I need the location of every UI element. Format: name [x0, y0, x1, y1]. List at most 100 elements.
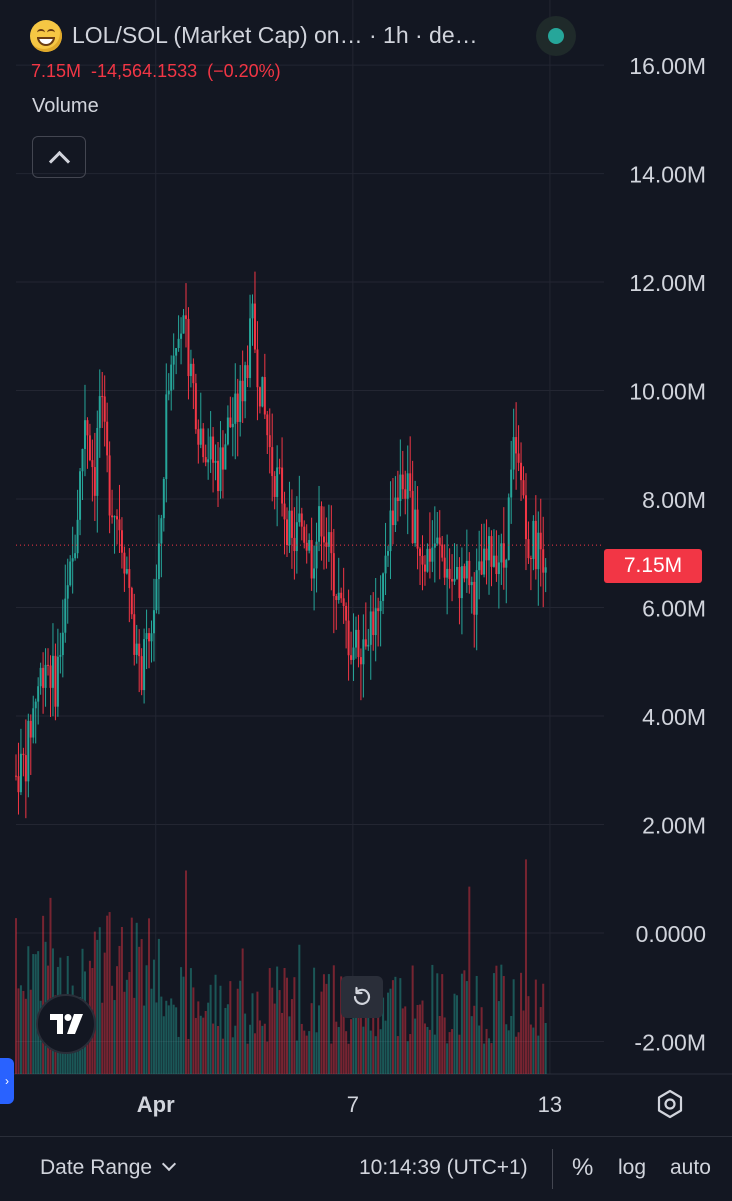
- volume-bar: [239, 980, 242, 1074]
- volume-bar: [367, 997, 370, 1074]
- settings-hexagon-icon[interactable]: [654, 1088, 686, 1120]
- candle-body: [352, 647, 355, 660]
- volume-bar: [148, 918, 151, 1074]
- chevron-down-icon: [162, 1156, 177, 1172]
- volume-bar: [266, 1041, 269, 1074]
- candle-body: [354, 629, 357, 648]
- candle-body: [66, 585, 69, 599]
- volume-bar: [379, 1029, 382, 1074]
- volume-bar: [251, 993, 254, 1074]
- volume-bar: [451, 1029, 454, 1074]
- volume-bar: [318, 1005, 321, 1074]
- volume-bar: [258, 1020, 261, 1074]
- expand-sidebar-tab[interactable]: ›: [0, 1058, 14, 1104]
- volume-bar: [293, 977, 296, 1074]
- volume-indicator-label[interactable]: Volume: [32, 95, 99, 117]
- auto-scale-toggle[interactable]: auto: [670, 1156, 711, 1179]
- volume-bar: [116, 966, 119, 1074]
- volume-bar: [347, 1043, 350, 1074]
- candle-body: [170, 364, 173, 391]
- volume-bar: [337, 1027, 340, 1074]
- volume-bar: [490, 1043, 493, 1074]
- volume-bar: [140, 939, 143, 1074]
- candle-body: [335, 596, 338, 601]
- candle-body: [534, 520, 537, 570]
- volume-bar: [298, 944, 301, 1074]
- volume-bar: [436, 973, 439, 1074]
- date-range-button[interactable]: Date Range: [40, 1156, 177, 1180]
- candle-body: [22, 753, 25, 756]
- candle-body: [544, 567, 547, 573]
- market-status-indicator[interactable]: [536, 16, 576, 56]
- candle-body: [529, 558, 532, 560]
- volume-bar: [438, 1016, 441, 1074]
- candle-body: [283, 503, 286, 520]
- log-scale-toggle[interactable]: log: [618, 1156, 647, 1179]
- volume-bar: [24, 998, 27, 1074]
- candle-body: [29, 720, 32, 738]
- volume-bar: [377, 993, 380, 1074]
- volume-bar: [32, 954, 35, 1074]
- candle-body: [278, 467, 281, 469]
- candle-body: [495, 555, 498, 575]
- candle-body: [15, 775, 17, 777]
- volume-bar: [263, 1023, 266, 1074]
- reset-chart-button[interactable]: [341, 976, 383, 1018]
- candle-body: [93, 467, 96, 496]
- candle-body: [527, 539, 530, 559]
- volume-bar: [500, 964, 503, 1074]
- candle-body: [406, 473, 409, 499]
- candle-body: [510, 469, 513, 498]
- volume-bar: [34, 954, 37, 1074]
- volume-bar: [537, 1035, 540, 1074]
- candle-body: [182, 315, 185, 334]
- volume-bar: [495, 965, 498, 1074]
- volume-bar: [101, 1002, 104, 1074]
- candle-body: [428, 548, 431, 562]
- volume-bar: [234, 1025, 237, 1074]
- candle-body: [96, 427, 99, 496]
- candle-body: [441, 544, 444, 558]
- volume-bar: [217, 1026, 220, 1074]
- candle-body: [396, 497, 399, 502]
- candle-body: [214, 460, 217, 463]
- volume-bar: [404, 1006, 407, 1074]
- symbol-title[interactable]: LOL/SOL (Market Cap) on… · 1h · de…: [72, 22, 478, 48]
- candle-body: [74, 553, 77, 559]
- timezone-clock[interactable]: 10:14:39 (UTC+1): [359, 1156, 528, 1179]
- candle-body: [172, 355, 175, 365]
- volume-bar: [145, 965, 148, 1074]
- volume-bar: [303, 1030, 306, 1074]
- candle-body: [253, 303, 256, 350]
- volume-bar: [170, 998, 173, 1074]
- collapse-legend-button[interactable]: [32, 136, 86, 178]
- candle-body: [108, 455, 111, 516]
- volume-bar: [150, 988, 153, 1074]
- candle-body: [64, 598, 67, 633]
- candle-body: [295, 522, 298, 552]
- candle-body: [421, 555, 424, 565]
- volume-bar: [342, 1001, 345, 1074]
- candle-body: [271, 447, 274, 477]
- candle-body: [460, 566, 463, 599]
- candle-body: [231, 423, 234, 428]
- volume-bar: [290, 999, 293, 1074]
- tradingview-logo-icon[interactable]: [36, 994, 96, 1054]
- volume-bar: [187, 1038, 190, 1074]
- volume-bar: [22, 990, 25, 1074]
- volume-bar: [384, 1020, 387, 1074]
- candle-body: [234, 393, 237, 424]
- y-tick-label: 6.00M: [642, 596, 706, 622]
- percent-scale-toggle[interactable]: %: [572, 1154, 594, 1181]
- volume-bar: [350, 1019, 353, 1074]
- volume-bar: [300, 1023, 303, 1074]
- volume-bar: [483, 1043, 486, 1074]
- candle-body: [372, 611, 375, 636]
- volume-bar: [322, 974, 325, 1074]
- volume-bar: [394, 976, 397, 1074]
- volume-bar: [340, 976, 343, 1074]
- volume-bar: [507, 1030, 510, 1074]
- candle-body: [379, 600, 382, 612]
- volume-bar: [17, 988, 20, 1074]
- candle-body: [143, 639, 146, 691]
